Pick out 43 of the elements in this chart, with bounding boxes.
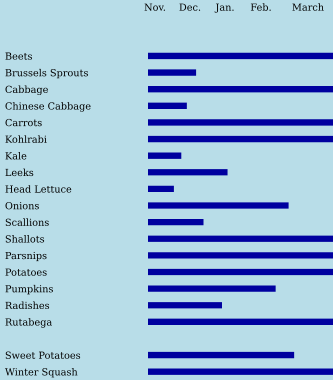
- bar: [148, 202, 289, 209]
- bar: [148, 218, 204, 226]
- bar: [148, 169, 228, 176]
- bar: [148, 86, 333, 92]
- y-tick-label: Parsnips: [5, 252, 47, 262]
- bar: [148, 102, 187, 109]
- bar: [148, 302, 222, 308]
- y-tick-label: Pumpkins: [5, 284, 53, 294]
- bar: [148, 252, 333, 259]
- bar: [148, 52, 333, 60]
- bar: [148, 285, 276, 292]
- y-tick-label: Winter Squash: [4, 368, 78, 378]
- y-tick-label: Chinese Cabbage: [5, 102, 91, 112]
- bar: [148, 268, 333, 276]
- bar: [148, 119, 333, 126]
- bar: [148, 318, 333, 325]
- y-tick-label: Onions: [5, 202, 39, 210]
- text: Dec.: [179, 4, 200, 11]
- text: Feb.: [250, 3, 271, 11]
- bar: [148, 136, 333, 142]
- y-tick-label: Kohlrabi: [5, 135, 47, 143]
- y-tick-label: Kale: [5, 152, 26, 160]
- y-tick-label: Cabbage: [5, 85, 48, 96]
- y-tick-label: Rutabega: [5, 318, 52, 328]
- y-tick-label: Sweet Potatoes: [6, 352, 80, 359]
- bar: [148, 368, 333, 375]
- bar: [148, 352, 294, 358]
- bar: [148, 186, 174, 192]
- y-tick-label: Scallions: [6, 218, 49, 226]
- y-tick-label: Head Lettuce: [5, 185, 72, 193]
- text: March: [292, 3, 324, 11]
- y-tick-label: Leeks: [5, 168, 34, 176]
- text: Jan.: [214, 4, 234, 13]
- bar: [148, 152, 182, 159]
- bar: [148, 236, 333, 242]
- y-tick-label: Carrots: [5, 118, 42, 126]
- y-tick-label: Potatoes: [5, 268, 47, 276]
- y-tick-label: Radishes: [5, 302, 50, 310]
- y-tick-label: Brussels Sprouts: [5, 68, 88, 78]
- text: Nov.: [144, 4, 165, 11]
- y-tick-label: Shallots: [6, 235, 44, 243]
- y-tick-label: Beets: [5, 52, 32, 60]
- bar: [148, 69, 196, 76]
